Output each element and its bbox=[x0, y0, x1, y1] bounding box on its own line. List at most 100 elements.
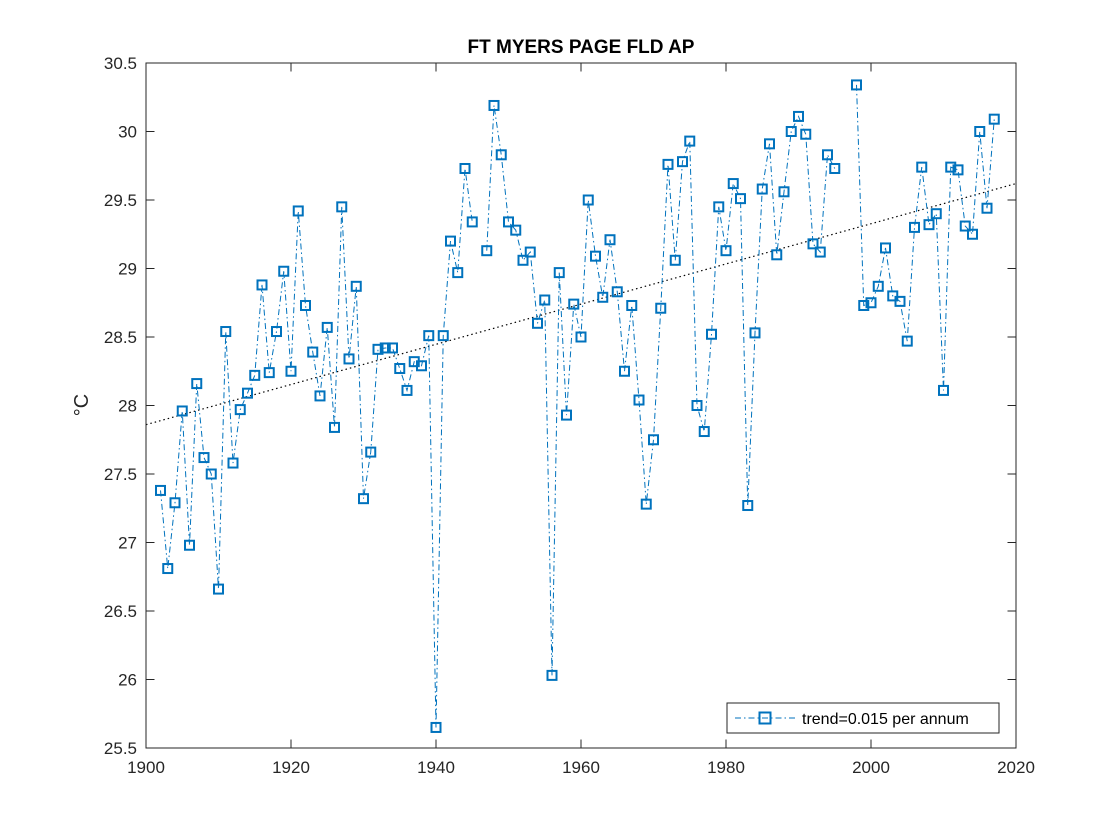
data-point-1926 bbox=[329, 421, 340, 433]
data-point-1941 bbox=[437, 330, 449, 342]
data-point-1949 bbox=[495, 149, 507, 161]
data-point-1922 bbox=[300, 299, 311, 311]
data-point-1979 bbox=[713, 201, 725, 213]
data-point-1954 bbox=[532, 317, 543, 329]
data-point-1940 bbox=[430, 721, 442, 733]
data-point-1990 bbox=[793, 110, 804, 122]
data-point-1907 bbox=[191, 378, 203, 390]
data-point-1917 bbox=[263, 367, 275, 379]
data-point-1981 bbox=[727, 178, 739, 190]
data-point-1931 bbox=[365, 446, 377, 458]
data-point-1955 bbox=[539, 294, 551, 306]
chart-title: FT MYERS PAGE FLD AP bbox=[468, 37, 695, 58]
data-point-1995 bbox=[829, 162, 841, 174]
data-point-1992 bbox=[807, 238, 819, 250]
data-point-2007 bbox=[916, 161, 928, 173]
data-point-1971 bbox=[655, 302, 667, 314]
axes-layer: 1900 1920 1940 1960 1980 2000 2020 25.5 26 26.5 27… bbox=[104, 54, 1035, 777]
data-point-1934 bbox=[387, 342, 398, 354]
data-point-1961 bbox=[582, 194, 594, 206]
data-point-1988 bbox=[778, 186, 790, 198]
y-tick-label: 29 bbox=[118, 260, 137, 279]
x-tick-label: 1940 bbox=[417, 758, 455, 777]
series-layer bbox=[160, 84, 995, 728]
data-point-1951 bbox=[510, 224, 522, 236]
data-point-1923 bbox=[307, 346, 319, 358]
data-point-1959 bbox=[568, 298, 580, 310]
data-point-2002 bbox=[880, 242, 891, 254]
data-point-1924 bbox=[314, 390, 326, 402]
data-point-1928 bbox=[343, 353, 355, 365]
data-point-2005 bbox=[901, 335, 913, 347]
data-point-1956 bbox=[546, 669, 558, 681]
data-point-2012 bbox=[952, 164, 964, 176]
data-point-1968 bbox=[633, 394, 645, 406]
data-point-1910 bbox=[213, 583, 224, 595]
data-point-1975 bbox=[684, 135, 696, 147]
data-point-1994 bbox=[822, 149, 833, 161]
data-point-1912 bbox=[227, 457, 239, 469]
data-point-2017 bbox=[988, 113, 1000, 125]
data-point-1978 bbox=[706, 328, 717, 340]
data-point-1933 bbox=[379, 342, 391, 354]
data-point-1963 bbox=[597, 291, 609, 303]
series-line-segment-1 bbox=[160, 168, 473, 728]
data-point-1930 bbox=[358, 493, 369, 505]
y-tick-label: 30 bbox=[118, 123, 137, 142]
data-point-2009 bbox=[930, 208, 942, 220]
data-point-1987 bbox=[771, 249, 783, 261]
data-point-2006 bbox=[909, 221, 920, 233]
y-tick-label: 28.5 bbox=[104, 328, 137, 347]
data-point-1947 bbox=[481, 245, 493, 257]
data-point-1925 bbox=[321, 321, 333, 333]
data-point-1962 bbox=[590, 250, 601, 262]
data-point-1916 bbox=[256, 279, 268, 291]
data-point-1905 bbox=[176, 405, 188, 417]
data-point-1904 bbox=[169, 497, 181, 509]
data-point-1952 bbox=[517, 254, 529, 266]
data-point-2015 bbox=[974, 126, 986, 137]
data-point-1980 bbox=[720, 245, 732, 257]
data-point-1935 bbox=[394, 363, 406, 375]
data-point-2016 bbox=[981, 202, 993, 214]
data-point-1948 bbox=[488, 99, 500, 111]
x-tick-label: 1960 bbox=[562, 758, 600, 777]
y-tick-label: 26 bbox=[118, 671, 137, 690]
data-point-1986 bbox=[764, 138, 775, 150]
data-point-1982 bbox=[735, 193, 746, 205]
data-point-1944 bbox=[459, 162, 471, 174]
data-point-1989 bbox=[785, 126, 797, 137]
data-point-2010 bbox=[938, 384, 949, 396]
data-point-1984 bbox=[749, 327, 761, 339]
data-point-1958 bbox=[561, 409, 572, 421]
y-tick-label: 27.5 bbox=[104, 465, 137, 484]
y-tick-label: 27 bbox=[118, 534, 137, 553]
x-tick-label: 2020 bbox=[997, 758, 1035, 777]
y-tick-label: 25.5 bbox=[104, 739, 137, 758]
data-point-1960 bbox=[575, 331, 587, 343]
data-point-1970 bbox=[648, 434, 659, 446]
data-point-1964 bbox=[604, 234, 616, 246]
trend-line bbox=[145, 182, 1017, 426]
data-point-1921 bbox=[292, 205, 304, 217]
y-tick-label: 28 bbox=[118, 397, 137, 416]
data-point-1953 bbox=[524, 246, 536, 258]
y-tick-label: 26.5 bbox=[104, 602, 137, 621]
data-point-2013 bbox=[959, 220, 971, 232]
x-tick-label: 2000 bbox=[852, 758, 890, 777]
data-point-1906 bbox=[184, 539, 195, 551]
data-point-1943 bbox=[452, 267, 464, 279]
marker-layer bbox=[155, 79, 1000, 733]
data-point-1974 bbox=[677, 156, 688, 168]
data-point-1939 bbox=[423, 330, 435, 342]
legend-marker-sample bbox=[758, 711, 772, 725]
data-point-1911 bbox=[220, 326, 232, 338]
data-point-1913 bbox=[234, 404, 246, 416]
data-point-1966 bbox=[619, 365, 630, 377]
data-point-1920 bbox=[285, 365, 297, 377]
data-point-1991 bbox=[800, 128, 812, 140]
data-point-1909 bbox=[205, 468, 217, 480]
data-point-1957 bbox=[553, 267, 565, 279]
data-point-1927 bbox=[336, 201, 348, 213]
